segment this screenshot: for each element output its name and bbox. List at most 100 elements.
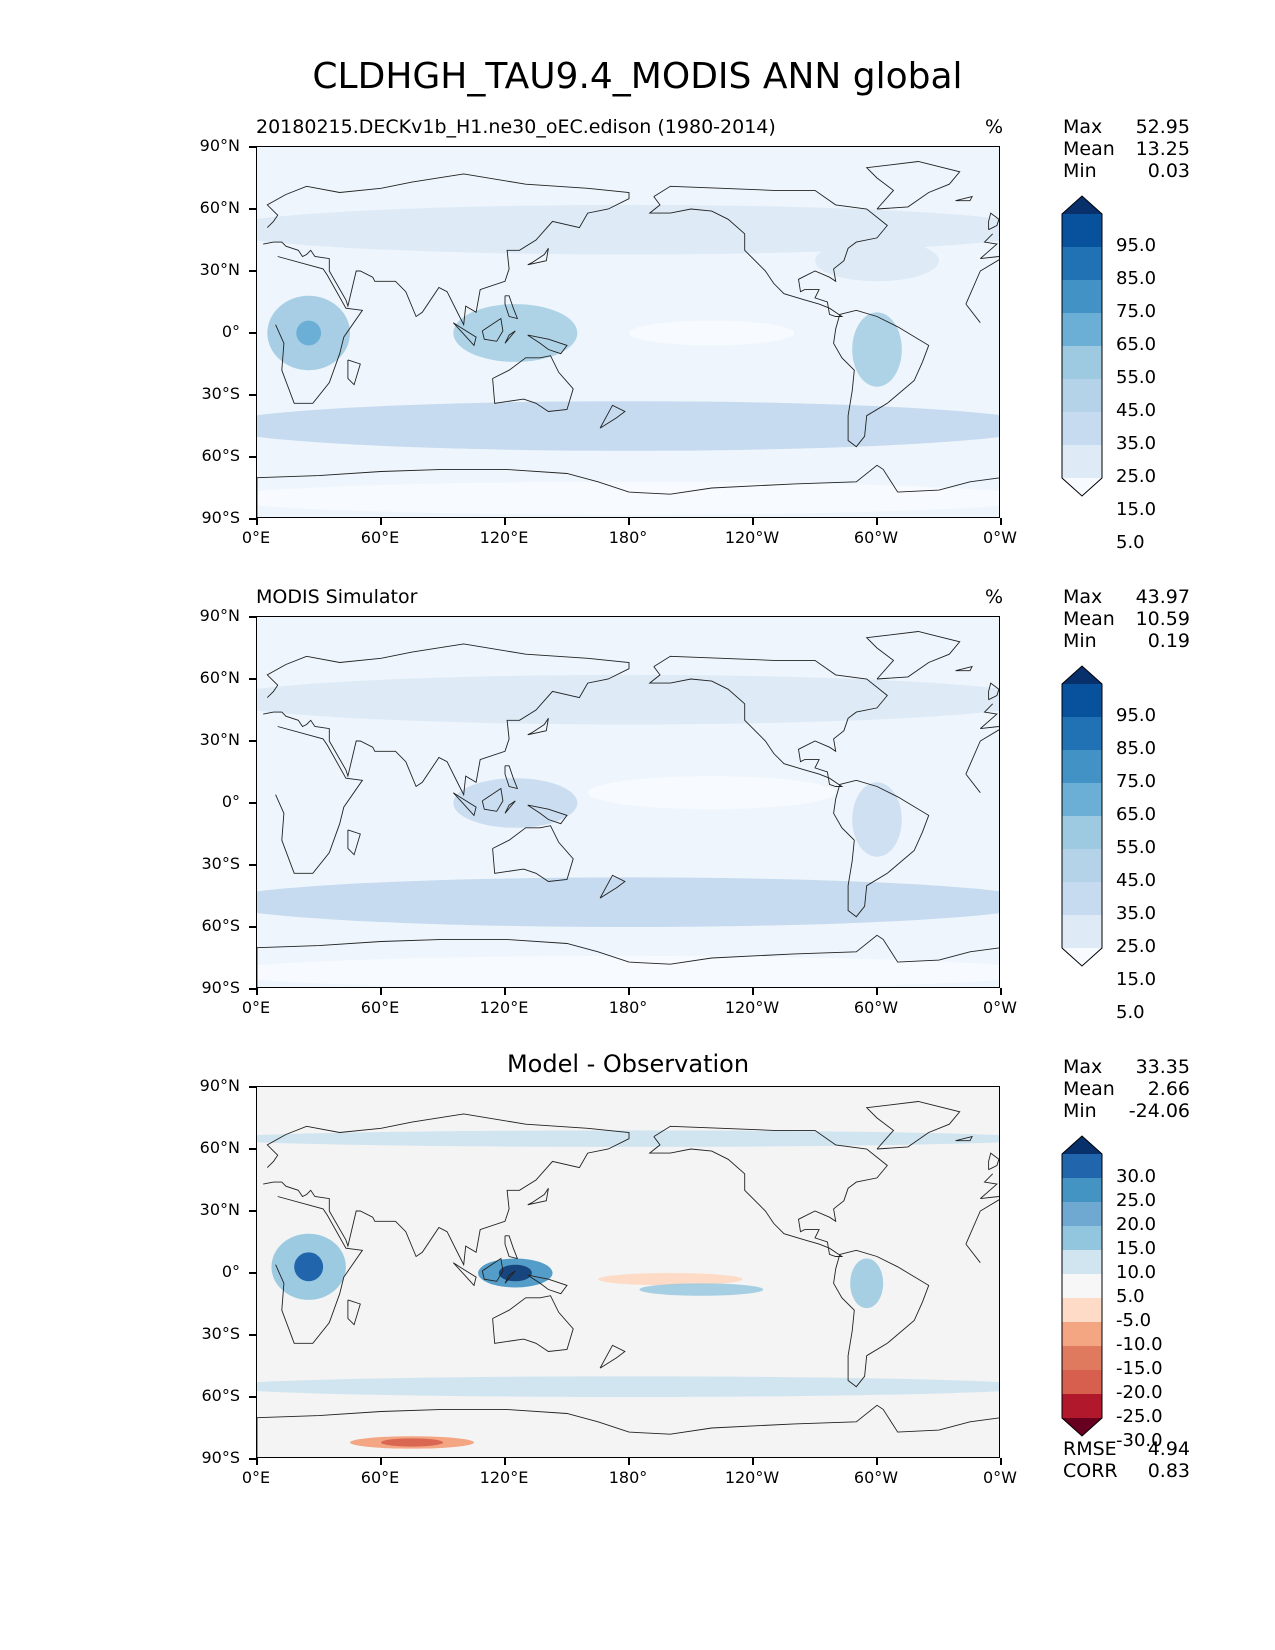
colorbar-tick-label: 55.0 [1116, 367, 1157, 388]
colorbar-tick-label: 75.0 [1116, 771, 1157, 792]
colorbar-tick-label: 25.0 [1116, 936, 1157, 957]
lat-tick-mark [249, 740, 256, 742]
field-shading [598, 1273, 743, 1286]
colorbar: 30.0 25.0 20.0 15.0 10.0 5.0 -5.0 -10.0 -15.0 -20… [1060, 1134, 1163, 1451]
lon-tick-label: 0°E [241, 1468, 271, 1487]
field-shading [639, 1283, 764, 1296]
lon-tick-label: 60°E [360, 1468, 400, 1487]
colorbar-segment [1062, 750, 1102, 784]
field-shading [587, 776, 836, 810]
stat-row: Mean 2.66 [1063, 1078, 1190, 1100]
map-svg [257, 1087, 999, 1457]
stat-label: Mean [1063, 1078, 1115, 1100]
lon-tick-label: 0°W [983, 528, 1017, 547]
colorbar-tick-label: 10.0 [1116, 1262, 1157, 1283]
stat-label: Min [1063, 160, 1097, 182]
colorbar-extend-bottom [1062, 1418, 1102, 1436]
lon-tick-label: 120°E [479, 998, 529, 1017]
lon-tick-label: 120°W [724, 998, 780, 1017]
lat-tick-label: 60°N [199, 198, 240, 217]
coastline [865, 631, 961, 680]
stat-value: 10.59 [1135, 608, 1190, 630]
stat-label: RMSE [1063, 1438, 1117, 1460]
lon-tick-mark [876, 1458, 878, 1465]
coastline [263, 643, 999, 797]
lon-tick-label: 0°E [241, 528, 271, 547]
lon-tick-mark [1000, 988, 1002, 995]
colorbar-tick-label: 95.0 [1116, 235, 1157, 256]
lon-tick-label: 180° [608, 998, 648, 1017]
colorbar-tick-label: 55.0 [1116, 837, 1157, 858]
field-shading [498, 1264, 532, 1282]
colorbar-segment [1062, 1178, 1102, 1203]
lat-tick-label: 90°N [199, 606, 240, 625]
lon-tick-mark [504, 1458, 506, 1465]
colorbar-tick-label: 35.0 [1116, 433, 1157, 454]
colorbar-tick-label: 75.0 [1116, 301, 1157, 322]
field-shading [850, 1258, 884, 1309]
colorbar-segment [1062, 1226, 1102, 1251]
map-area [256, 146, 1000, 518]
map-svg [257, 147, 999, 517]
colorbar-tick-label: 5.0 [1116, 1002, 1145, 1023]
colorbar-segment [1062, 1202, 1102, 1227]
lat-tick-mark [249, 1458, 256, 1460]
stats-block: Max 33.35 Mean 2.66 Min -24.06 [1063, 1056, 1190, 1122]
coastline [988, 682, 999, 701]
lat-tick-label: 60°N [199, 1138, 240, 1157]
coastline [504, 765, 519, 790]
coastline [955, 1135, 973, 1142]
colorbar-segment [1062, 1154, 1102, 1179]
coastline [275, 726, 999, 874]
colorbar-tick-label: 15.0 [1116, 1238, 1157, 1259]
coastline [492, 355, 574, 412]
panel-subtitle: 20180215.DECKv1b_H1.ne30_oEC.edison (198… [256, 116, 776, 138]
field-shading [257, 1376, 999, 1397]
field-shading [852, 782, 902, 857]
lat-tick-label: 60°S [201, 916, 240, 935]
stat-value: 0.83 [1147, 1460, 1190, 1482]
colorbar-tick-label: 45.0 [1116, 400, 1157, 421]
lat-tick-mark [249, 1272, 256, 1274]
coastline [865, 161, 961, 210]
lon-tick-mark [256, 518, 258, 525]
coastline [504, 330, 516, 344]
coastline [347, 829, 361, 856]
coastline [257, 464, 999, 517]
lon-tick-label: 180° [608, 1468, 648, 1487]
stat-row: Min -24.06 [1063, 1100, 1190, 1122]
stat-row: Max 43.97 [1063, 586, 1190, 608]
lat-tick-label: 30°N [199, 730, 240, 749]
stat-row: Max 33.35 [1063, 1056, 1190, 1078]
colorbar-tick-label: -10.0 [1116, 1334, 1163, 1355]
panel-units: % [985, 586, 1004, 608]
lat-tick-label: 60°S [201, 446, 240, 465]
colorbar-tick-label: 5.0 [1116, 532, 1145, 553]
coastline [955, 665, 973, 672]
lon-tick-label: 60°W [853, 1468, 899, 1487]
colorbar-segment [1062, 1298, 1102, 1323]
lon-tick-mark [256, 988, 258, 995]
lon-tick-label: 60°W [853, 998, 899, 1017]
lat-tick-label: 90°N [199, 1076, 240, 1095]
stat-row: Mean 13.25 [1063, 138, 1190, 160]
lon-tick-label: 120°W [724, 528, 780, 547]
colorbar-tick-label: 65.0 [1116, 334, 1157, 355]
stat-row: CORR 0.83 [1063, 1460, 1190, 1482]
lat-tick-mark [249, 332, 256, 334]
colorbar-segment [1062, 1394, 1102, 1419]
coastline [481, 1257, 504, 1282]
colorbar-segment [1062, 849, 1102, 883]
field-shading [294, 1252, 324, 1282]
lat-tick-label: 30°S [201, 1324, 240, 1343]
colorbar-segment [1062, 783, 1102, 817]
field-shading [257, 955, 999, 987]
colorbar-outline [1061, 195, 1103, 497]
colorbar-segment [1062, 717, 1102, 751]
lat-tick-mark [249, 1334, 256, 1336]
colorbar-tick-label: 35.0 [1116, 903, 1157, 924]
stat-value: 0.03 [1147, 160, 1190, 182]
lon-tick-mark [628, 988, 630, 995]
colorbar-tick-label: 30.0 [1116, 1166, 1157, 1187]
lat-tick-mark [249, 394, 256, 396]
